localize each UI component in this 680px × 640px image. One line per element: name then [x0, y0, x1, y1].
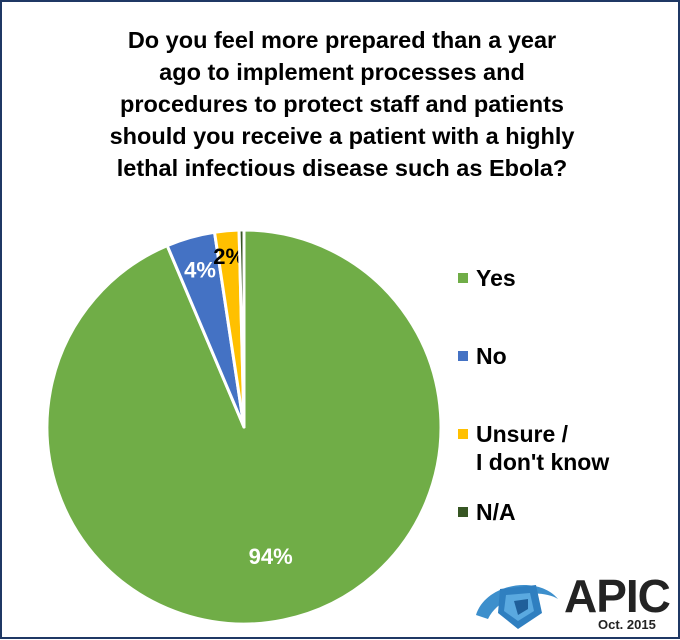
legend-item-unsure: Unsure / I don't know [458, 420, 609, 476]
legend-item-na: N/A [458, 498, 516, 526]
legend-item-yes: Yes [458, 264, 516, 292]
legend-label-na: N/A [476, 499, 516, 525]
legend-label-no: No [476, 343, 507, 369]
pie-slice-na [237, 228, 246, 429]
legend-label-unsure: Unsure / I don't know [476, 421, 610, 475]
apic-logo-text: APIC [564, 570, 671, 622]
chart-title: Do you feel more prepared than a year ag… [109, 27, 575, 181]
legend-item-no: No [458, 342, 507, 370]
apic-emblem-icon [476, 585, 558, 629]
legend-swatch-na [458, 507, 468, 517]
data-label-no: 4% [184, 257, 216, 282]
legend-swatch-unsure [458, 429, 468, 439]
data-label-yes: 94% [249, 544, 293, 569]
apic-logo: APIC Oct. 2015 [472, 569, 678, 635]
legend-swatch-no [458, 351, 468, 361]
legend-label-yes: Yes [476, 265, 516, 291]
legend-swatch-yes [458, 273, 468, 283]
survey-date: Oct. 2015 [598, 617, 656, 632]
